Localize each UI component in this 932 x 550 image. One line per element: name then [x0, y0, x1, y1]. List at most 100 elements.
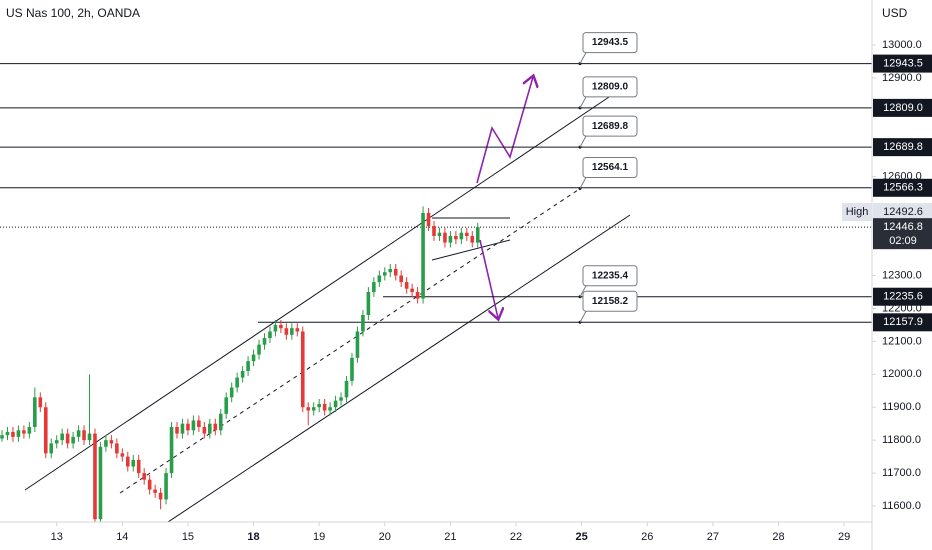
projection-up	[476, 77, 533, 184]
candle-body	[60, 433, 64, 441]
chart-title: US Nas 100, 2h, OANDA	[6, 6, 140, 20]
level-axis-label: 12157.9	[883, 316, 923, 328]
candle-body	[377, 275, 382, 283]
candle-body	[43, 407, 48, 454]
candle-body	[432, 226, 436, 236]
countdown: 02:09	[889, 235, 917, 247]
callout-pointer	[579, 135, 587, 148]
level-axis-label: 12809.0	[883, 102, 923, 114]
level-axis-box	[873, 313, 932, 332]
y-tick-label: 12000.0	[882, 368, 922, 380]
candle-body	[65, 433, 70, 444]
currency: USD	[882, 6, 908, 20]
candle-body	[27, 426, 32, 434]
x-tick-label: 20	[379, 531, 391, 543]
candle-body	[284, 328, 289, 335]
candle-body	[262, 338, 267, 345]
candle-body	[104, 440, 108, 447]
x-tick-label: 18	[247, 531, 259, 543]
y-tick-label: 11600.0	[882, 500, 921, 512]
channel-upper	[24, 94, 613, 491]
callout-label: 12158.2	[592, 296, 629, 307]
candle-body	[175, 426, 179, 434]
candle-body	[180, 423, 185, 434]
level-axis-label: 12943.5	[883, 57, 923, 69]
x-tick-label: 15	[182, 531, 194, 543]
drawings	[24, 77, 631, 522]
y-tick-label: 11800.0	[882, 434, 921, 446]
candle-body	[465, 232, 469, 236]
candle-body	[202, 426, 207, 434]
candle-body	[240, 371, 245, 378]
candle-body	[197, 420, 201, 427]
x-tick-label: 19	[313, 531, 325, 543]
x-tick-label: 13	[51, 531, 63, 543]
candle-body	[437, 232, 442, 236]
candle-body	[229, 387, 234, 398]
candle-body	[120, 453, 125, 457]
candle-body	[322, 403, 327, 411]
callout-box	[582, 290, 638, 312]
levels: 12943.5 12809.0 12689.8 12564.1 12235.4 12158…	[0, 32, 872, 324]
candle-body	[33, 397, 37, 427]
candle-body	[147, 479, 152, 490]
candle-body	[125, 456, 130, 467]
candle-body	[76, 430, 81, 437]
high-axis-box	[873, 203, 932, 222]
candle-body	[82, 430, 86, 441]
candles	[0, 206, 480, 522]
candle-body	[443, 232, 447, 243]
callout-box	[582, 76, 638, 98]
candle-body	[399, 275, 403, 283]
candle-body	[306, 407, 311, 411]
candle-body	[273, 324, 278, 332]
candle-body	[410, 288, 414, 292]
callout-box	[582, 32, 638, 54]
callout-pointer	[579, 285, 587, 298]
candle-body	[218, 413, 223, 431]
candle-body	[393, 268, 398, 276]
candle-body	[191, 420, 196, 431]
candle-body	[290, 328, 294, 335]
callout-label: 12564.1	[592, 162, 629, 173]
level-axis-box	[873, 178, 932, 197]
candle-body	[136, 459, 141, 474]
high-tag-label: High	[846, 206, 869, 218]
callout-pointer	[579, 310, 587, 323]
candle-body	[388, 268, 393, 273]
level-axis-label: 12566.3	[883, 182, 923, 194]
candle-body	[300, 331, 305, 408]
candle-body	[153, 489, 157, 493]
candle-body	[317, 403, 321, 408]
candle-body	[5, 431, 10, 436]
candle-body	[142, 473, 146, 480]
candle-body	[328, 407, 332, 411]
x-tick-label: 28	[772, 531, 784, 543]
callout-pointer	[579, 52, 587, 64]
candle-body	[49, 443, 54, 454]
candle-body	[279, 324, 283, 329]
candle-body	[382, 272, 387, 276]
candle-body	[208, 423, 212, 434]
candle-body	[470, 235, 475, 243]
candle-body	[257, 344, 261, 355]
candle-body	[11, 431, 15, 437]
callout-label: 12689.8	[592, 121, 629, 132]
y-tick-label: 11900.0	[882, 401, 921, 413]
channel-lower	[167, 214, 631, 522]
candle-body	[355, 331, 360, 358]
last-price-box	[873, 218, 932, 250]
callout-pointer	[579, 96, 587, 109]
projection-down	[479, 239, 498, 318]
candle-body	[366, 291, 371, 316]
high-tag-box	[842, 203, 872, 222]
high-axis-label: 12492.6	[883, 206, 923, 218]
candle-body	[115, 443, 119, 454]
callout-box	[582, 115, 638, 137]
level-axis-label: 12689.8	[883, 141, 923, 153]
callout-label: 12235.4	[592, 270, 629, 281]
candle-body	[38, 397, 43, 408]
last-price-label: 12446.8	[883, 221, 923, 233]
candle-body	[93, 433, 97, 520]
candle-body	[361, 315, 365, 332]
